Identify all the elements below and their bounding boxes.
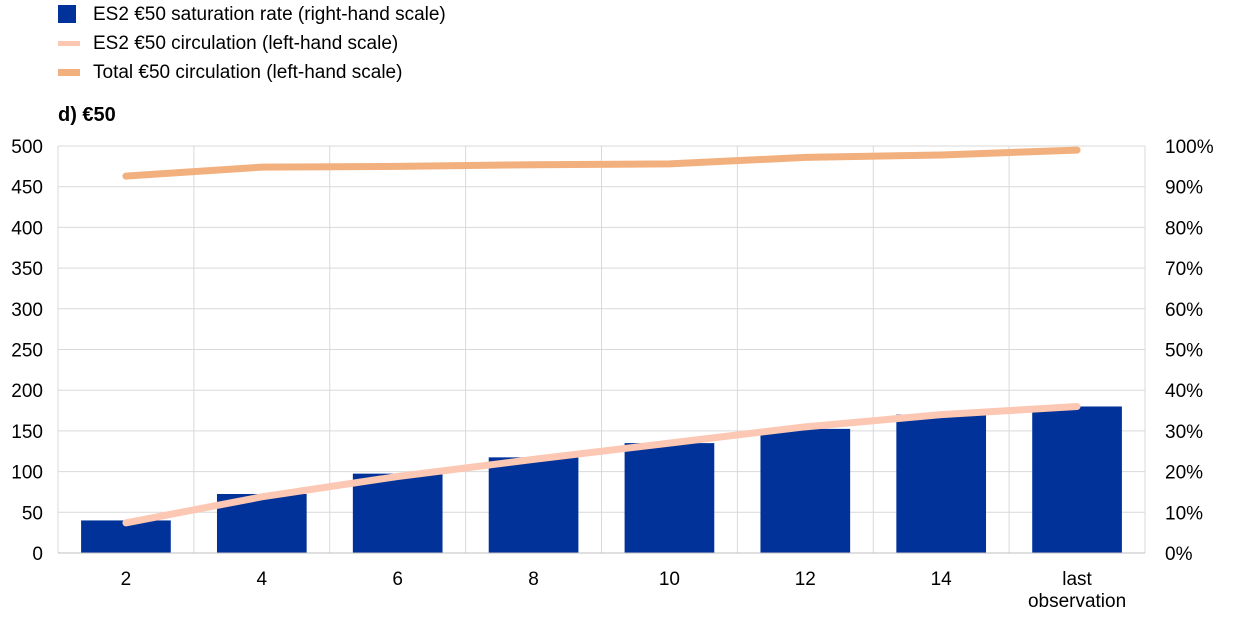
x-tick-label: 12 [795, 569, 816, 590]
y-right-tick-label: 30% [1165, 422, 1203, 443]
x-tick-label: 2 [121, 569, 132, 590]
x-tick-label: 14 [931, 569, 953, 590]
line-es2-circulation [122, 402, 1081, 527]
y-right-tick-label: 60% [1165, 300, 1203, 321]
bar-saturation-rate [488, 457, 579, 553]
chart-legend: ES2 €50 saturation rate (right-hand scal… [58, 0, 446, 87]
y-left-tick-label: 250 [11, 341, 43, 362]
y-right-tick-label: 70% [1165, 259, 1203, 280]
bar-saturation-rate [760, 428, 851, 553]
legend-swatch-total-circulation [58, 69, 80, 76]
x-tick-label: last [1062, 569, 1092, 590]
bar-saturation-rate [352, 473, 443, 553]
x-tick-label: 8 [528, 569, 539, 590]
x-tick-label: 4 [257, 569, 268, 590]
bar-saturation-rate [624, 443, 715, 553]
bar-saturation-rate [896, 414, 987, 553]
legend-label-saturation-rate: ES2 €50 saturation rate (right-hand scal… [93, 4, 446, 25]
y-left-tick-label: 0 [32, 544, 43, 565]
y-right-tick-label: 20% [1165, 463, 1203, 484]
bar-saturation-rate [1032, 406, 1122, 553]
y-right-tick-label: 10% [1165, 503, 1203, 524]
chart-title: d) €50 [58, 104, 116, 126]
y-left-tick-label: 50 [22, 503, 43, 524]
y-right-tick-label: 100% [1165, 137, 1214, 158]
y-right-tick-label: 90% [1165, 178, 1203, 199]
legend-item-saturation-rate: ES2 €50 saturation rate (right-hand scal… [58, 0, 446, 29]
legend-item-total-circulation: Total €50 circulation (left-hand scale) [58, 58, 446, 87]
y-right-tick-label: 0% [1165, 544, 1193, 565]
y-left-tick-label: 200 [11, 381, 43, 402]
y-left-tick-label: 300 [11, 300, 43, 321]
y-left-tick-label: 100 [11, 463, 43, 484]
y-right-tick-label: 80% [1165, 218, 1203, 239]
y-left-tick-label: 150 [11, 422, 43, 443]
legend-label-es2-circulation: ES2 €50 circulation (left-hand scale) [93, 33, 399, 54]
y-left-tick-label: 350 [11, 259, 43, 280]
x-tick-label: 10 [659, 569, 680, 590]
legend-swatch-es2-circulation [58, 41, 80, 46]
line-total-circulation [122, 146, 1081, 180]
y-right-tick-label: 50% [1165, 341, 1203, 362]
legend-label-total-circulation: Total €50 circulation (left-hand scale) [93, 62, 403, 83]
legend-swatch-saturation-rate [58, 5, 76, 23]
y-left-tick-label: 450 [11, 178, 43, 199]
legend-item-es2-circulation: ES2 €50 circulation (left-hand scale) [58, 29, 446, 58]
y-left-tick-label: 500 [11, 137, 43, 158]
y-right-tick-label: 40% [1165, 381, 1203, 402]
x-tick-label: observation [1028, 591, 1126, 612]
y-left-tick-label: 400 [11, 218, 43, 239]
x-tick-label: 6 [392, 569, 403, 590]
